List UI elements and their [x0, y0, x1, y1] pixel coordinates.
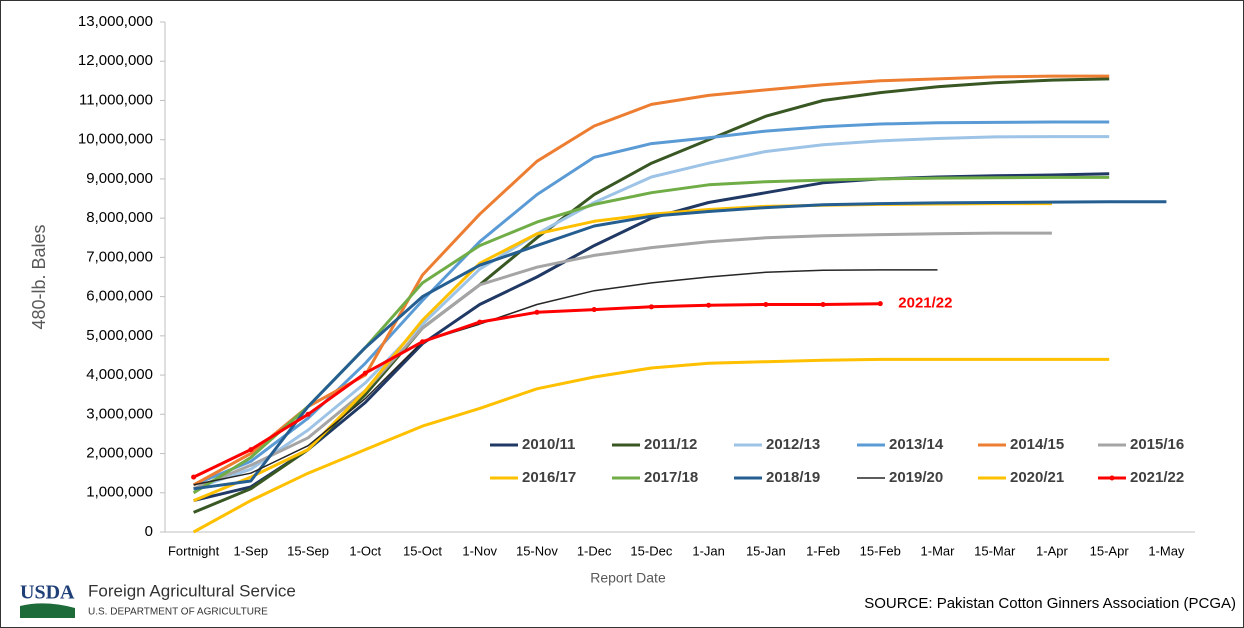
legend-label: 2020/21 [1010, 469, 1064, 486]
x-tick-label: 15-Feb [860, 543, 901, 558]
legend-label: 2018/19 [766, 469, 820, 486]
y-tick-label: 10,000,000 [78, 131, 153, 148]
series-line [193, 120, 1110, 487]
x-tick-label: 1-Dec [577, 543, 612, 558]
series-marker [248, 447, 254, 453]
x-tick-label: 15-Mar [974, 543, 1016, 558]
legend-label: 2012/13 [766, 436, 820, 453]
y-tick-label: 13,000,000 [78, 13, 153, 30]
logo: USDA [20, 582, 75, 604]
series-line [193, 200, 1167, 491]
x-tick-label: 15-Dec [630, 543, 672, 558]
legend-label: 2016/17 [522, 469, 576, 486]
y-tick-label: 12,000,000 [78, 52, 153, 69]
y-tick-label: 1,000,000 [86, 484, 153, 501]
y-tick-label: 7,000,000 [86, 248, 153, 265]
legend-label: 2011/12 [644, 436, 697, 453]
series-line [193, 135, 1110, 491]
series-marker [420, 339, 425, 345]
series-marker [820, 301, 826, 307]
x-tick-label: 1-Apr [1036, 543, 1068, 558]
x-tick-label: 1-Nov [462, 543, 497, 558]
legend-label: 2021/22 [1130, 469, 1184, 486]
x-axis-label: Report Date [590, 570, 666, 586]
x-tick-label: 1-Sep [233, 543, 268, 558]
x-tick-label: 1-Mar [921, 543, 956, 558]
x-tick-label: 15-Jan [746, 543, 786, 558]
series-line [193, 231, 1052, 491]
x-tick-label: 1-Feb [806, 543, 840, 558]
series-marker [534, 309, 540, 315]
series-marker [877, 301, 883, 307]
y-tick-label: 5,000,000 [86, 327, 153, 344]
x-tick-label: Fortnight [168, 543, 220, 558]
x-tick-label: 1-Oct [349, 543, 381, 558]
legend-marker [1109, 475, 1115, 481]
logo-mark [20, 603, 75, 618]
y-tick-label: 6,000,000 [86, 288, 153, 305]
x-tick-label: 15-Oct [403, 543, 442, 558]
y-tick-label: 9,000,000 [86, 170, 153, 187]
legend-label: 2015/16 [1130, 436, 1184, 453]
legend-label: 2019/20 [889, 469, 943, 486]
legend-label: 2010/11 [522, 436, 575, 453]
series-marker [362, 370, 368, 376]
series-line [193, 77, 1110, 514]
series-marker [706, 302, 712, 308]
y-tick-label: 11,000,000 [79, 91, 153, 108]
y-tick-label: 4,000,000 [86, 366, 153, 383]
legend-label: 2014/15 [1010, 436, 1064, 453]
department: U.S. DEPARTMENT OF AGRICULTURE [88, 607, 268, 618]
series-line [192, 357, 1110, 534]
series-marker [591, 307, 597, 313]
x-tick-label: 1-Jan [692, 543, 725, 558]
series-line [193, 269, 938, 486]
y-tick-label: 3,000,000 [86, 405, 153, 422]
y-tick-label: 8,000,000 [86, 209, 153, 226]
x-tick-label: 1-May [1148, 543, 1185, 558]
series-marker [305, 411, 311, 417]
x-tick-label: 15-Apr [1090, 543, 1130, 558]
x-tick-label: 15-Nov [516, 543, 558, 558]
agency: Foreign Agricultural Service [88, 581, 296, 600]
legend-label: 2013/14 [889, 436, 944, 453]
y-tick-label: 2,000,000 [86, 445, 153, 462]
series-marker [477, 319, 483, 325]
x-tick-label: 15-Sep [287, 543, 329, 558]
series-marker [191, 474, 197, 480]
legend-label: 2017/18 [644, 469, 698, 486]
y-tick-label: 0 [145, 523, 153, 540]
y-axis-label: 480-lb. Bales [29, 224, 49, 329]
series-marker [648, 304, 654, 310]
source: SOURCE: Pakistan Cotton Ginners Associat… [864, 595, 1236, 612]
annotation: 2021/22 [898, 295, 952, 312]
series-marker [763, 301, 769, 307]
